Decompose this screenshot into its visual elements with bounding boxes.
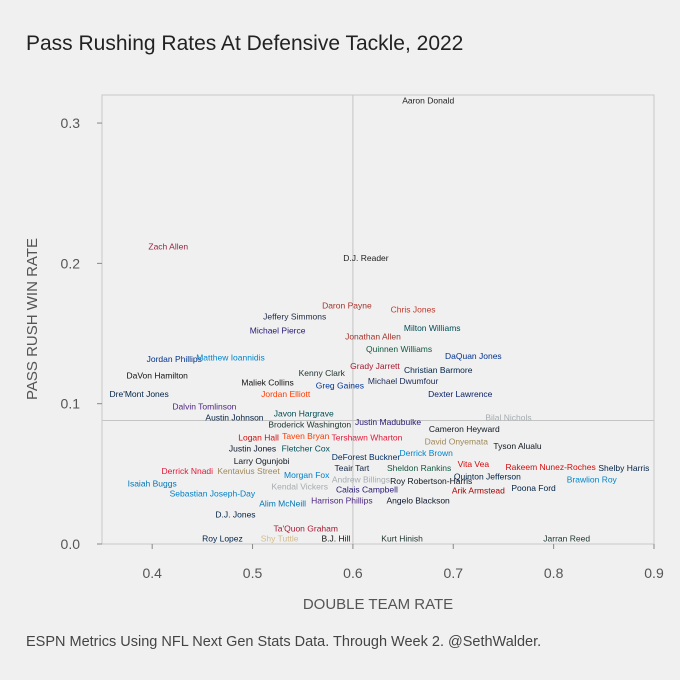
y-axis-title: PASS RUSH WIN RATE — [24, 238, 41, 400]
point-label: Quinnen Williams — [366, 344, 432, 354]
point-label: Kenny Clark — [299, 368, 346, 378]
point-label: Sebastian Joseph-Day — [170, 488, 256, 498]
plot-panel — [101, 94, 655, 545]
point-label: Teair Tart — [334, 463, 369, 473]
point-label: Larry Ogunjobi — [234, 456, 290, 466]
point-label: Roy Robertson-Harris — [390, 476, 472, 486]
y-tick-label: 0.3 — [61, 115, 81, 131]
point-label: D.J. Reader — [343, 253, 389, 263]
point-label: Derrick Brown — [399, 448, 453, 458]
chart-title: Pass Rushing Rates At Defensive Tackle, … — [26, 32, 464, 55]
point-label: DeForest Buckner — [332, 452, 401, 462]
x-tick-label: 0.8 — [544, 565, 564, 581]
point-label: Poona Ford — [511, 483, 556, 493]
point-labels: Aaron Donald Zach Allen D.J. Reader Daron P… — [110, 96, 650, 544]
point-label: Brawlion Roy — [567, 474, 618, 484]
point-label: Jordan Elliott — [261, 389, 311, 399]
point-label: Kendal Vickers — [271, 481, 328, 491]
point-label: Fletcher Cox — [282, 444, 331, 454]
y-tick-label: 0.1 — [61, 396, 81, 412]
point-label: Justin Jones — [229, 444, 276, 454]
x-axis-title: DOUBLE TEAM RATE — [303, 596, 453, 613]
point-label: Tershawn Wharton — [332, 432, 403, 442]
point-label: Austin Johnson — [205, 413, 263, 423]
point-label: Jeffery Simmons — [263, 312, 326, 322]
point-label: Broderick Washington — [268, 420, 351, 430]
point-label: Jarran Reed — [543, 533, 590, 543]
point-label: Tyson Alualu — [493, 441, 541, 451]
point-label: Roy Lopez — [202, 533, 243, 543]
point-label: Kentavius Street — [217, 466, 280, 476]
y-tick-label: 0.0 — [61, 536, 81, 552]
point-label: Morgan Fox — [284, 470, 330, 480]
axes-group: 0.4 0.5 0.6 0.7 0.8 0.9 0.0 0.1 0.2 0.3 — [61, 115, 664, 581]
point-label: Michael Pierce — [250, 326, 306, 336]
caption: ESPN Metrics Using NFL Next Gen Stats Da… — [26, 634, 542, 650]
point-label: Aaron Donald — [402, 96, 454, 106]
x-tick-label: 0.9 — [644, 565, 664, 581]
point-label: Jonathan Allen — [345, 331, 401, 341]
point-label: Angelo Blackson — [386, 496, 450, 506]
y-tick-label: 0.2 — [61, 255, 81, 271]
point-label: Cameron Heyward — [429, 424, 500, 434]
point-label: Matthew Ioannidis — [196, 352, 265, 362]
point-label: Maliek Collins — [241, 378, 293, 388]
point-label: Milton Williams — [404, 323, 461, 333]
point-label: Bilal Nichols — [485, 413, 531, 423]
point-label: Daron Payne — [322, 300, 372, 310]
point-label: David Onyemata — [425, 437, 489, 447]
point-label: Grady Jarrett — [350, 361, 400, 371]
point-label: Jordan Phillips — [147, 354, 202, 364]
point-label: Dalvin Tomlinson — [172, 401, 236, 411]
point-label: Vita Vea — [458, 459, 490, 469]
x-tick-label: 0.5 — [243, 565, 263, 581]
point-label: Sheldon Rankins — [387, 463, 451, 473]
point-label: Andrew Billings — [332, 474, 390, 484]
point-label: Chris Jones — [391, 305, 436, 315]
point-label: Derrick Nnadi — [162, 466, 214, 476]
reference-lines — [102, 95, 654, 544]
point-label: Isaiah Buggs — [128, 479, 177, 489]
point-label: Harrison Phillips — [311, 496, 372, 506]
point-label: DaVon Hamilton — [126, 371, 188, 381]
point-label: Michael Dwumfour — [368, 376, 439, 386]
x-tick-label: 0.6 — [343, 565, 363, 581]
point-label: Dexter Lawrence — [428, 389, 493, 399]
point-label: Logan Hall — [238, 432, 279, 442]
point-label: B.J. Hill — [321, 533, 350, 543]
point-label: Rakeem Nunez-Roches — [506, 462, 596, 472]
point-label: Zach Allen — [148, 242, 188, 252]
point-label: Ta'Quon Graham — [274, 524, 338, 534]
x-tick-label: 0.7 — [444, 565, 464, 581]
point-label: Arik Armstead — [452, 486, 505, 496]
point-label: Shelby Harris — [598, 463, 649, 473]
point-label: Quinton Jefferson — [454, 472, 521, 482]
point-label: Greg Gaines — [316, 380, 364, 390]
point-label: Christian Barmore — [404, 365, 473, 375]
point-label: Javon Hargrave — [274, 409, 334, 419]
point-label: Kurt Hinish — [381, 533, 423, 543]
point-label: Dre'Mont Jones — [110, 389, 169, 399]
point-label: Taven Bryan — [282, 431, 330, 441]
point-label: Justin Madubuike — [355, 417, 421, 427]
point-label: Calais Campbell — [336, 484, 398, 494]
point-label: Alim McNeill — [259, 498, 306, 508]
point-label: D.J. Jones — [215, 510, 255, 520]
point-label: Shy Tuttle — [261, 533, 299, 543]
x-tick-label: 0.4 — [142, 565, 162, 581]
point-label: DaQuan Jones — [445, 351, 502, 361]
